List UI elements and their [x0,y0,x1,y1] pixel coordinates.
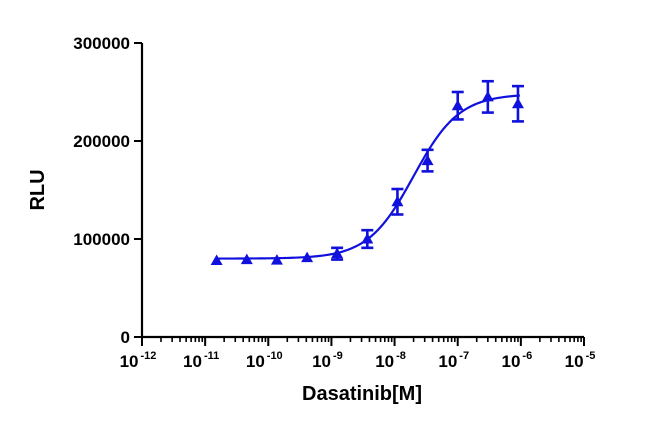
y-tick-label: 100000 [73,230,130,249]
axes [134,42,585,346]
data-point [301,251,314,263]
y-tick-label: 0 [121,328,130,347]
x-tick-label: 10 -5 [565,350,596,371]
data-point [391,195,404,207]
x-tick-label: 10 -10 [246,350,283,371]
data-point [481,90,494,102]
y-axis-title: RLU [27,169,49,210]
data-point [210,254,223,266]
x-axis-title: Dasatinib[M] [302,383,422,405]
y-tick-label: 200000 [73,132,130,151]
x-tick-label: 10 -11 [183,350,219,371]
data-point [240,253,253,265]
x-tick-label: 10 -6 [502,350,533,371]
data-point [331,247,344,259]
x-tick-label: 10 -8 [375,350,406,371]
data-point [421,154,434,166]
data-point [270,254,283,265]
x-tick-label: 10 -7 [438,350,469,371]
x-tick-label: 10 -12 [120,350,157,371]
data-point [451,99,464,111]
data-point [361,233,374,244]
x-tick-label: 10 -9 [312,350,343,371]
data-points-layer [210,90,524,266]
data-point [511,97,524,109]
error-bars-layer [331,79,524,261]
y-tick-label: 300000 [73,34,130,53]
tick-labels-layer: 0 100000 200000 300000 10 -12 10 -11 10 -10 10 -9 10… [73,34,595,371]
